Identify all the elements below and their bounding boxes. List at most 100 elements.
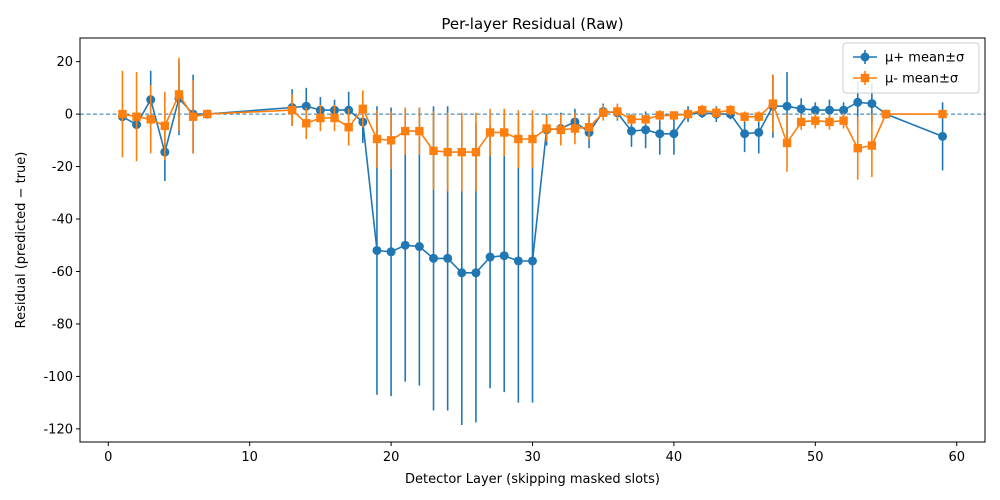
legend-item: μ+ mean±σ bbox=[853, 50, 964, 66]
data-point bbox=[726, 105, 735, 115]
data-point bbox=[401, 126, 410, 136]
data-point bbox=[782, 138, 792, 148]
legend-label: μ+ mean±σ bbox=[885, 51, 964, 66]
data-point bbox=[188, 112, 198, 121]
x-axis-ticks: 0 10 20 30 40 50 60 bbox=[104, 442, 965, 465]
y-axis-label: Residual (predicted − true) bbox=[14, 152, 29, 329]
data-point bbox=[683, 109, 693, 119]
data-point bbox=[712, 108, 721, 117]
data-point bbox=[613, 107, 622, 116]
legend-item: μ- mean±σ bbox=[853, 71, 958, 87]
data-point bbox=[287, 105, 297, 115]
data-point bbox=[768, 99, 778, 108]
data-point bbox=[513, 256, 523, 266]
data-point bbox=[457, 268, 467, 278]
x-tick-label: 30 bbox=[524, 450, 541, 465]
data-point bbox=[811, 116, 820, 125]
data-point bbox=[429, 253, 439, 263]
data-point bbox=[146, 115, 155, 124]
y-tick-label: 20 bbox=[56, 55, 73, 70]
legend-marker bbox=[860, 73, 870, 83]
data-point bbox=[330, 113, 339, 123]
x-tick-label: 20 bbox=[383, 450, 400, 465]
data-point bbox=[867, 141, 877, 150]
x-tick-label: 60 bbox=[948, 450, 965, 465]
data-point bbox=[584, 122, 594, 132]
series-layer bbox=[117, 57, 948, 425]
data-point bbox=[301, 101, 311, 111]
y-tick-label: -80 bbox=[52, 317, 73, 332]
data-point bbox=[938, 131, 948, 141]
data-point bbox=[796, 117, 806, 127]
data-point bbox=[627, 115, 636, 124]
data-point bbox=[485, 252, 495, 262]
data-point bbox=[796, 104, 806, 114]
chart-title: Per-layer Residual (Raw) bbox=[441, 15, 623, 33]
data-point bbox=[655, 129, 665, 139]
data-point bbox=[386, 247, 396, 257]
data-point bbox=[344, 122, 353, 132]
data-point bbox=[697, 105, 707, 115]
data-point bbox=[514, 134, 523, 144]
legend-label: μ- mean±σ bbox=[885, 72, 958, 87]
data-point bbox=[415, 126, 424, 136]
data-point bbox=[160, 121, 170, 131]
data-point bbox=[386, 136, 396, 145]
data-point bbox=[500, 128, 509, 137]
data-point bbox=[824, 105, 834, 115]
data-point bbox=[316, 113, 325, 123]
y-tick-label: -120 bbox=[43, 422, 73, 437]
y-tick-label: -20 bbox=[52, 160, 73, 175]
x-tick-label: 50 bbox=[807, 450, 824, 465]
data-point bbox=[853, 143, 862, 153]
legend: μ+ mean±σ μ- mean±σ bbox=[842, 42, 980, 94]
data-point bbox=[599, 108, 608, 117]
x-tick-label: 10 bbox=[241, 450, 258, 465]
y-tick-label: -40 bbox=[52, 213, 73, 228]
data-point bbox=[499, 251, 509, 261]
data-point bbox=[669, 111, 679, 120]
data-point bbox=[302, 119, 311, 128]
y-tick-label: -60 bbox=[52, 265, 73, 280]
data-point bbox=[528, 134, 537, 144]
data-point bbox=[754, 112, 763, 121]
data-point bbox=[641, 125, 651, 135]
data-point bbox=[782, 101, 792, 111]
data-point bbox=[528, 256, 537, 266]
x-axis-label: Detector Layer (skipping masked slots) bbox=[405, 472, 660, 487]
legend-box bbox=[842, 42, 980, 94]
data-point bbox=[471, 268, 481, 278]
data-point bbox=[372, 245, 382, 255]
data-point bbox=[471, 147, 481, 157]
data-point bbox=[429, 146, 438, 156]
data-point bbox=[203, 109, 212, 119]
data-point bbox=[669, 129, 679, 139]
data-point bbox=[655, 111, 664, 120]
x-tick-label: 0 bbox=[104, 450, 112, 465]
data-point bbox=[132, 112, 141, 121]
data-point bbox=[556, 125, 565, 135]
data-point bbox=[457, 147, 466, 157]
data-point bbox=[641, 115, 650, 124]
data-point bbox=[358, 104, 368, 114]
y-axis-ticks: -120 -100 -80 -60 -40 -20 0 20 bbox=[43, 55, 80, 437]
data-point bbox=[485, 128, 495, 137]
data-point bbox=[839, 105, 849, 115]
y-tick-label: 0 bbox=[65, 108, 73, 123]
data-point bbox=[443, 147, 452, 157]
legend-marker bbox=[860, 52, 870, 62]
data-point bbox=[839, 116, 848, 125]
data-point bbox=[414, 242, 424, 252]
data-point bbox=[825, 117, 834, 127]
y-tick-label: -100 bbox=[43, 370, 73, 385]
x-tick-label: 40 bbox=[666, 450, 683, 465]
data-point bbox=[754, 127, 764, 137]
data-point bbox=[118, 109, 127, 119]
data-point bbox=[400, 240, 410, 250]
data-point bbox=[443, 253, 453, 263]
data-point bbox=[853, 97, 863, 107]
data-point bbox=[938, 109, 947, 119]
series-2 bbox=[118, 57, 947, 192]
data-point bbox=[867, 99, 877, 109]
